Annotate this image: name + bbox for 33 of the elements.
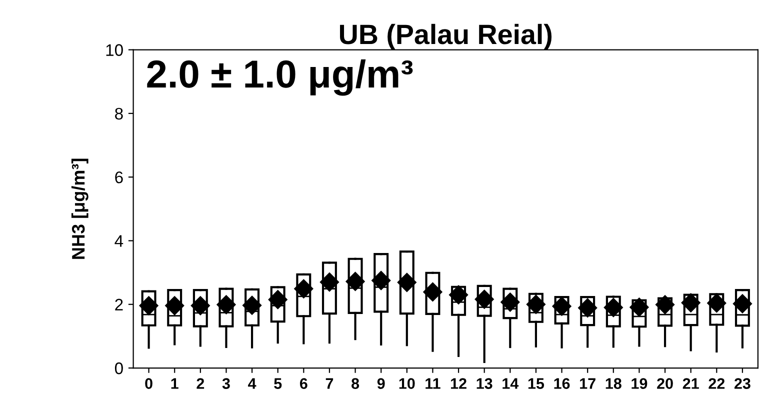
y-axis-title: NH3 [μg/m³] [71, 158, 88, 259]
x-tick-label: 3 [222, 378, 230, 389]
x-tick-label: 22 [708, 378, 725, 389]
y-tick-label: 0 [114, 362, 123, 374]
x-tick-label: 23 [734, 378, 750, 389]
y-tick-label: 6 [115, 171, 123, 184]
x-tick-label: 5 [274, 378, 282, 389]
y-tick-label: 8 [115, 108, 123, 120]
x-tick-label: 8 [352, 378, 360, 389]
x-tick-label: 10 [399, 378, 415, 389]
y-tick-label: 4 [114, 235, 124, 247]
x-tick-label: 18 [606, 378, 622, 389]
x-tick-label: 16 [554, 378, 570, 389]
x-tick-label: 14 [502, 378, 519, 389]
annotation: 2.0 ± 1.0 μg/m³ [147, 59, 413, 96]
x-tick-label: 7 [326, 378, 334, 389]
y-tick-label: 10 [106, 44, 123, 56]
chart-title: UB (Palau Reial) [340, 24, 552, 50]
x-tick-label: 17 [580, 378, 596, 389]
x-tick-label: 19 [632, 378, 648, 389]
x-tick-label: 21 [682, 378, 699, 389]
y-tick-label: 2 [115, 298, 123, 310]
x-tick-label: 0 [145, 378, 152, 389]
x-tick-label: 1 [171, 378, 178, 389]
x-tick-label: 2 [196, 378, 204, 389]
x-tick-label: 4 [248, 378, 256, 389]
x-tick-label: 12 [450, 378, 466, 389]
x-tick-label: 11 [426, 378, 440, 389]
x-tick-label: 20 [657, 378, 673, 389]
x-tick-label: 15 [528, 378, 544, 389]
x-tick-label: 9 [377, 378, 385, 389]
x-tick-label: 6 [300, 378, 308, 389]
x-tick-label: 13 [476, 378, 492, 389]
